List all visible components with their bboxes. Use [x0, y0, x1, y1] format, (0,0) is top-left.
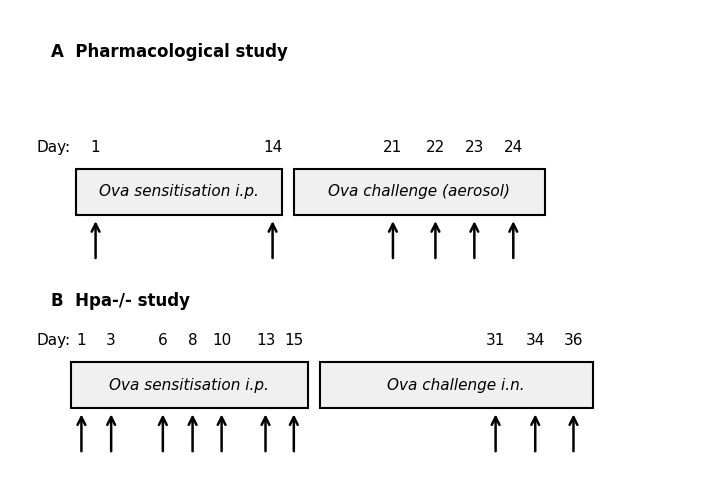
Text: 22: 22: [426, 140, 445, 155]
Text: Ova challenge i.n.: Ova challenge i.n.: [387, 378, 525, 393]
Text: 14: 14: [263, 140, 282, 155]
Text: 1: 1: [76, 333, 86, 348]
FancyBboxPatch shape: [294, 169, 545, 215]
Text: 8: 8: [188, 333, 198, 348]
FancyBboxPatch shape: [71, 362, 308, 408]
Text: 10: 10: [212, 333, 232, 348]
Text: 15: 15: [284, 333, 304, 348]
Text: Day:: Day:: [37, 333, 71, 348]
Text: 34: 34: [525, 333, 545, 348]
Text: Ova sensitisation i.p.: Ova sensitisation i.p.: [110, 378, 269, 393]
Text: Ova challenge (aerosol): Ova challenge (aerosol): [329, 185, 510, 199]
Text: 21: 21: [383, 140, 403, 155]
Text: Ova sensitisation i.p.: Ova sensitisation i.p.: [99, 185, 259, 199]
Text: 36: 36: [564, 333, 583, 348]
Text: 23: 23: [464, 140, 484, 155]
Text: B  Hpa-/- study: B Hpa-/- study: [51, 292, 190, 310]
FancyBboxPatch shape: [320, 362, 593, 408]
Text: 1: 1: [91, 140, 101, 155]
Text: 13: 13: [256, 333, 275, 348]
Text: Day:: Day:: [37, 140, 71, 155]
Text: 24: 24: [503, 140, 523, 155]
Text: 6: 6: [158, 333, 168, 348]
Text: A  Pharmacological study: A Pharmacological study: [51, 43, 288, 61]
Text: 31: 31: [486, 333, 506, 348]
Text: 3: 3: [106, 333, 116, 348]
FancyBboxPatch shape: [76, 169, 282, 215]
